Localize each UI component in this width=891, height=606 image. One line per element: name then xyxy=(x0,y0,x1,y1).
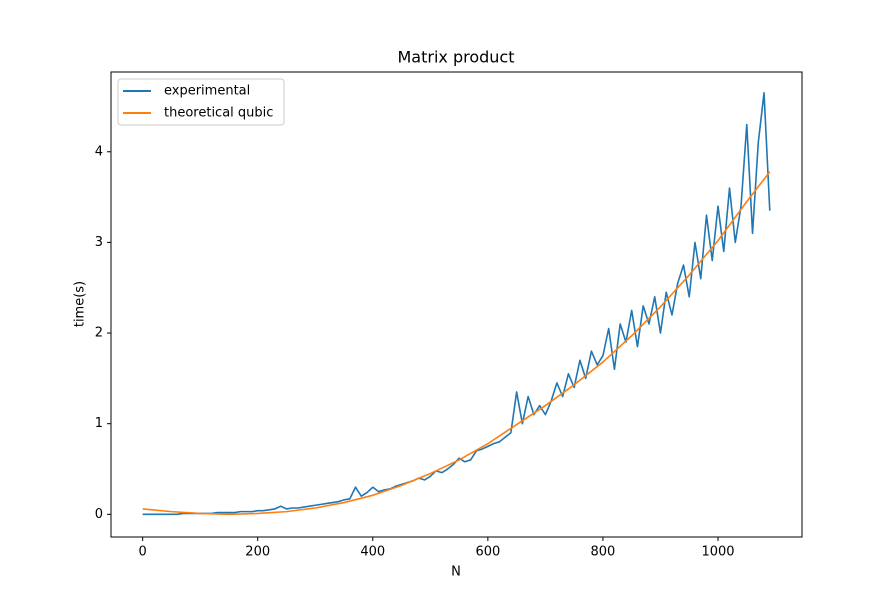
data-line xyxy=(142,171,771,516)
y-tick-label: 1 xyxy=(95,416,103,431)
legend-label: theoretical qubic xyxy=(164,106,273,121)
y-tick-label: 4 xyxy=(95,144,103,159)
y-tick-label: 2 xyxy=(95,326,103,341)
y-tick-label: 0 xyxy=(95,507,103,522)
y-tick-label: 3 xyxy=(95,235,103,250)
chart-title: Matrix product xyxy=(398,48,515,67)
x-tick-label: 1000 xyxy=(701,545,734,560)
x-tick-label: 800 xyxy=(591,545,616,560)
x-axis-label: N xyxy=(451,565,461,580)
x-tick-label: 200 xyxy=(245,545,270,560)
y-axis-label: time(s) xyxy=(73,281,88,327)
x-tick-label: 0 xyxy=(139,545,147,560)
legend-box xyxy=(117,78,285,126)
x-tick-label: 600 xyxy=(475,545,500,560)
x-tick-label: 400 xyxy=(360,545,385,560)
plot-frame xyxy=(110,71,803,538)
legend-label: experimental xyxy=(164,84,250,99)
